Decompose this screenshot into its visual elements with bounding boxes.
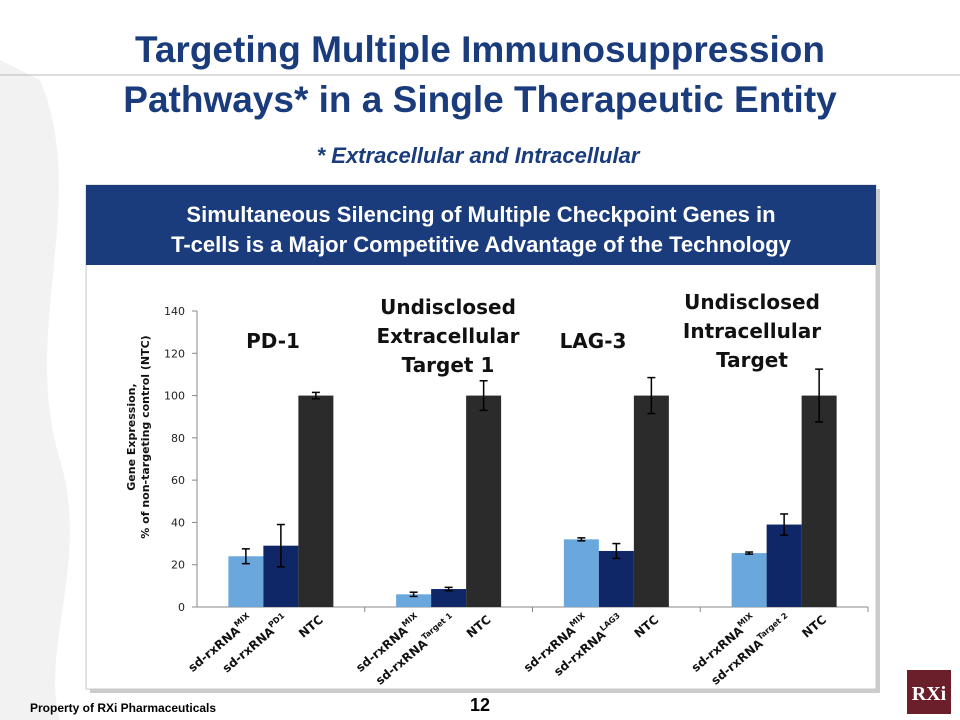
y-tick-label: 120 [164,347,185,360]
bar [731,553,767,607]
group-label: LAG-3 [560,329,627,353]
y-tick-label: 140 [164,305,185,318]
group-label: Target 1 [402,353,495,377]
y-tick-label: 20 [171,559,185,572]
bar [466,395,502,607]
y-tick-label: 80 [171,432,185,445]
title-line: Targeting Multiple Immunosuppression [135,29,825,70]
group-label: Target [716,348,788,372]
logo-box [907,670,951,714]
group-label: Undisclosed [684,290,820,314]
y-axis-label: Gene Expression, [125,383,138,490]
bar [801,395,837,607]
error-bar [444,586,453,592]
bar [563,539,599,607]
error-bar [577,537,586,542]
background-swoosh [0,60,70,720]
y-tick-label: 40 [171,516,185,529]
y-tick-label: 0 [178,601,185,614]
error-bar [647,376,656,415]
group-label: Extracellular [376,324,519,348]
bar [633,395,669,607]
bar [598,550,634,607]
y-axis-label: % of non-targeting control (NTC) [139,335,152,538]
error-bar [479,380,488,412]
error-bar [311,391,320,400]
footer-owner: Property of RXi Pharmaceuticals [30,701,216,715]
bar [228,556,264,607]
bar [766,524,802,607]
banner-line: Simultaneous Silencing of Multiple Check… [186,202,775,227]
title-line: Pathways* in a Single Therapeutic Entity [123,79,837,120]
group-label: Intracellular [683,319,821,343]
y-tick-label: 100 [164,390,185,403]
panel-header [86,185,876,265]
bar [431,589,467,607]
bar [396,594,432,607]
error-bar [409,591,418,598]
error-bar [276,523,285,568]
page-number: 12 [470,695,490,715]
error-bar [612,542,621,560]
banner-line: T-cells is a Major Competitive Advantage… [171,232,792,257]
error-bar [241,548,250,565]
group-label: Undisclosed [380,295,516,319]
group-label: PD-1 [246,329,300,353]
y-tick-label: 60 [171,474,185,487]
logo: RXi [912,683,947,705]
error-bar [780,513,789,536]
subtitle: * Extracellular and Intracellular [317,143,641,168]
bar [298,395,334,607]
error-bar [815,368,824,423]
error-bar [745,551,754,555]
